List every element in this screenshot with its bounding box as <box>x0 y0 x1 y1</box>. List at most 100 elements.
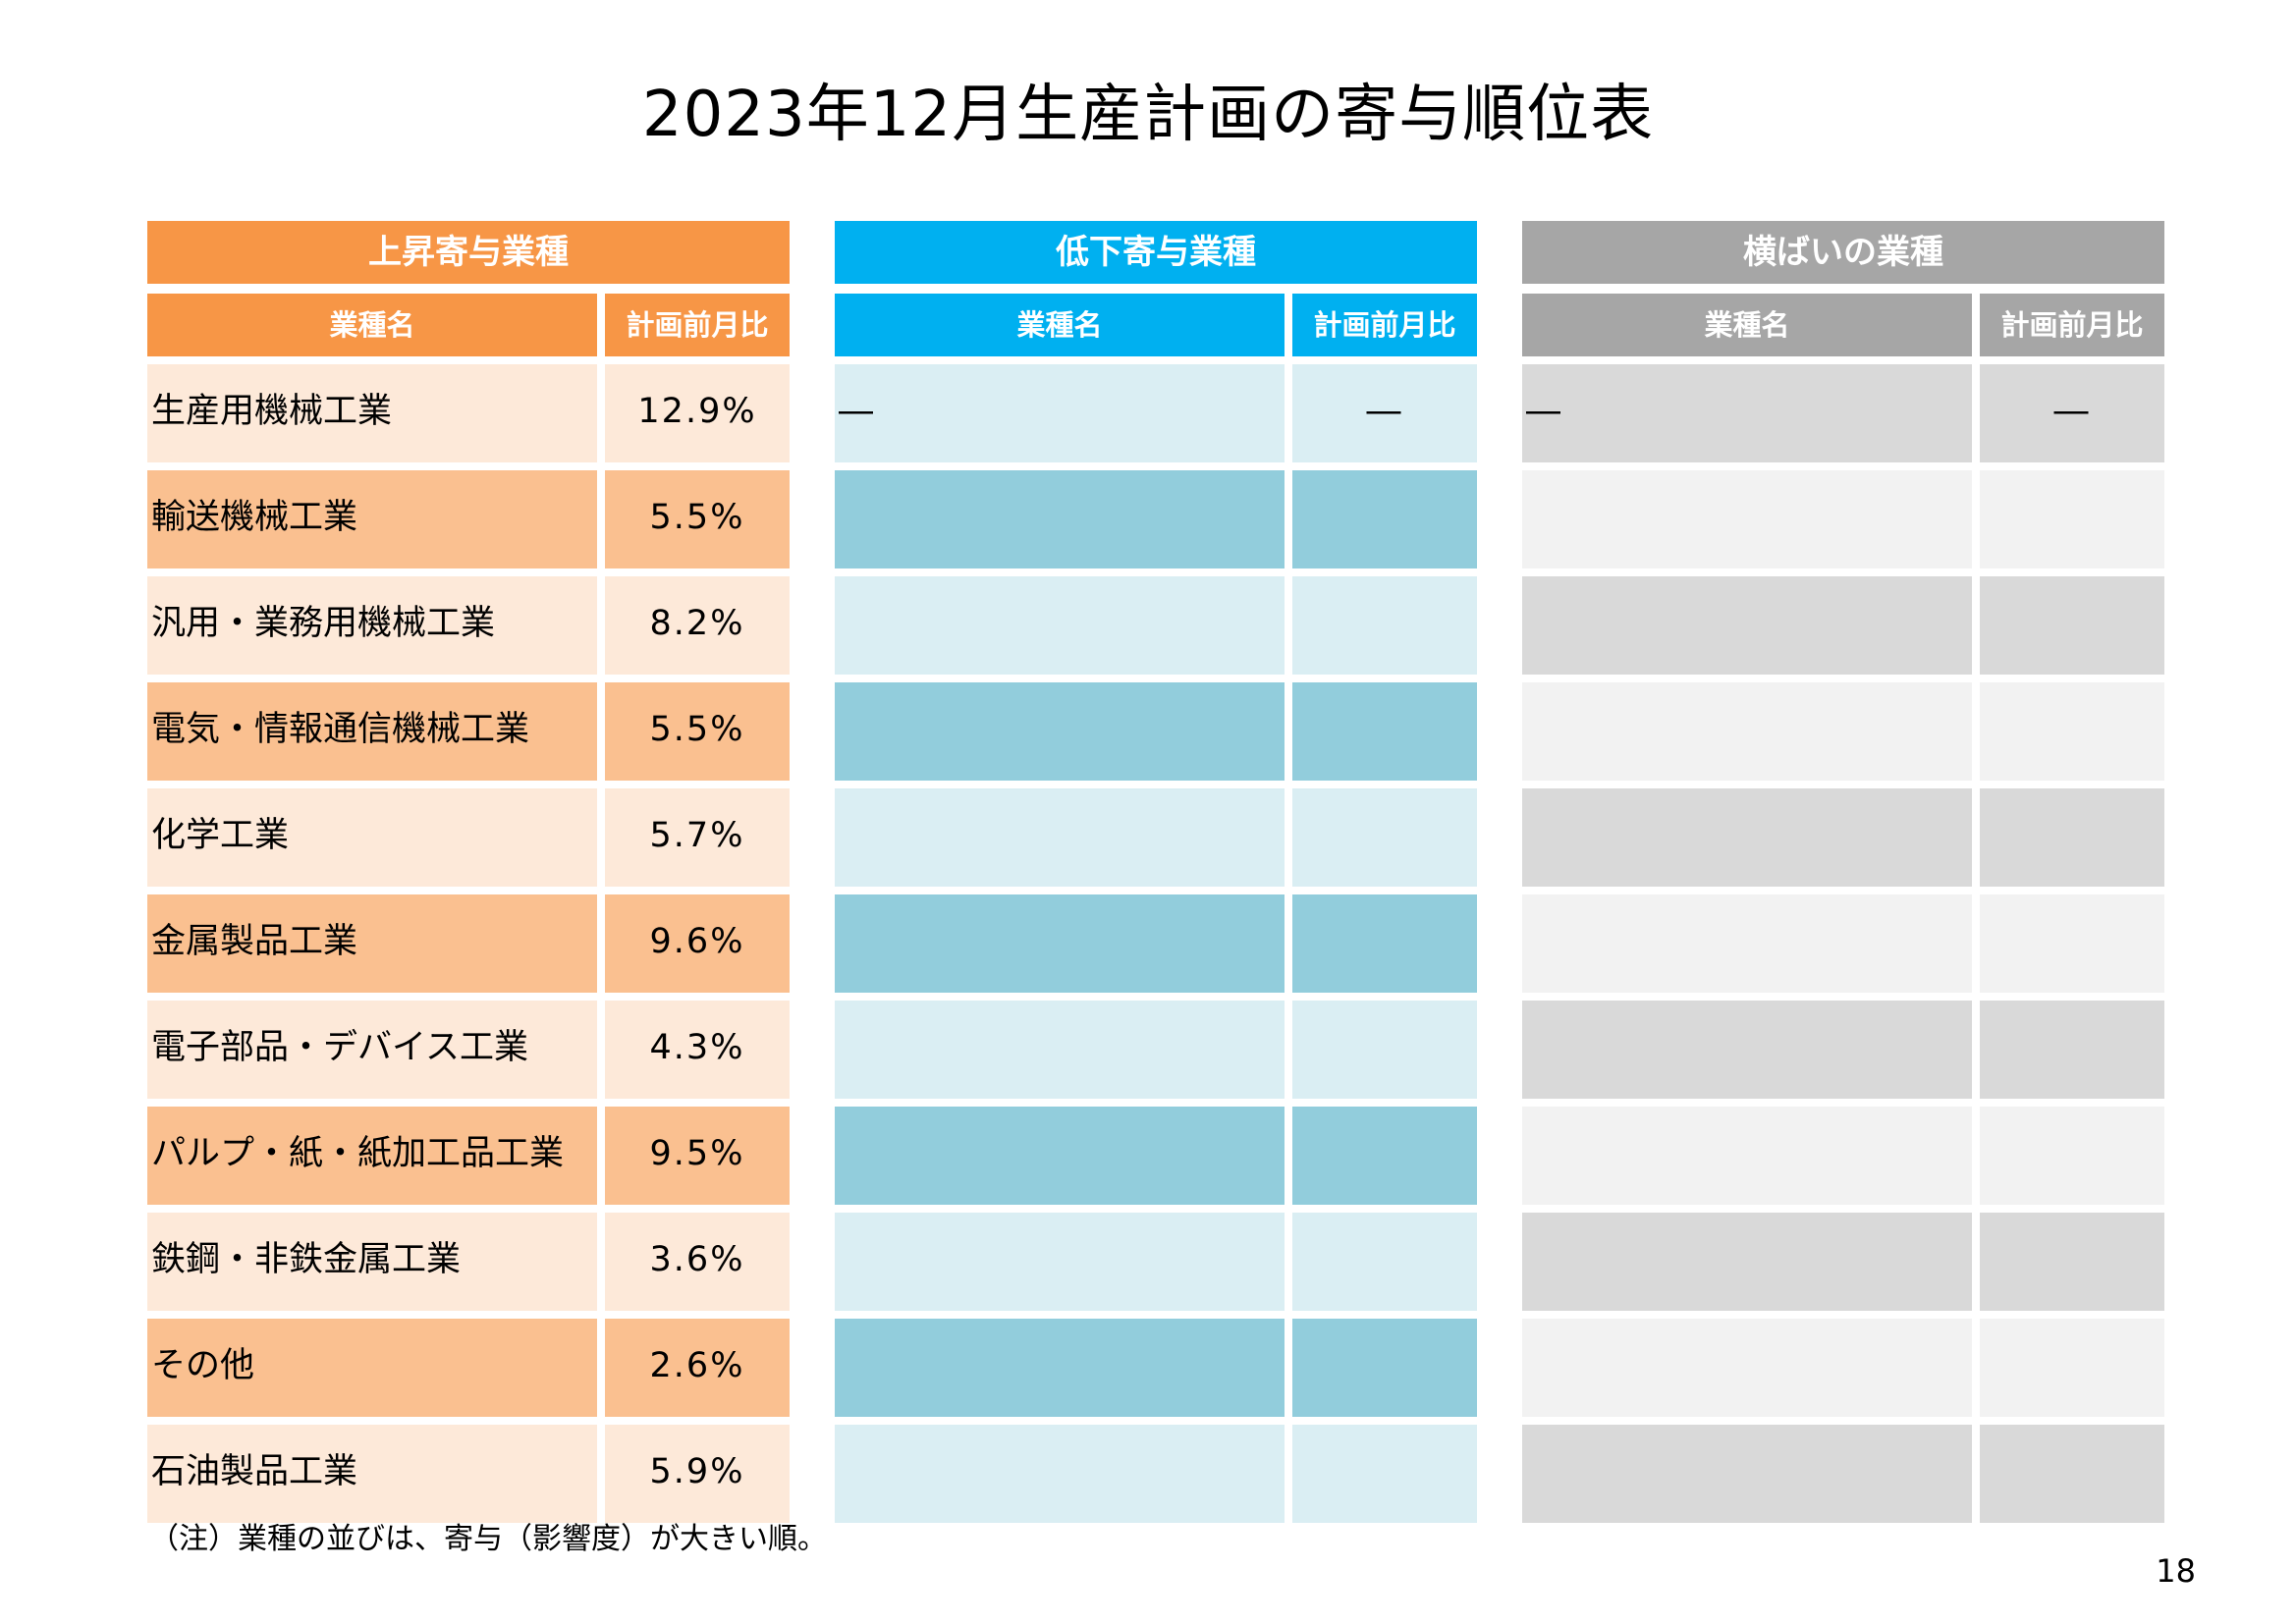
fall-month-ratio: ― <box>1292 364 1477 462</box>
rise-table-row: 電子部品・デバイス工業 4.3% <box>147 1001 790 1099</box>
flat-industry-name <box>1522 1001 1972 1099</box>
flat-table-row <box>1522 682 2164 781</box>
rise-month-ratio: 8.2% <box>605 576 790 675</box>
flat-month-ratio <box>1980 1107 2164 1205</box>
rise-industry-name: 電子部品・デバイス工業 <box>147 1001 597 1099</box>
rise-table-row: 鉄鋼・非鉄金属工業 3.6% <box>147 1213 790 1311</box>
rise-industry-name: 汎用・業務用機械工業 <box>147 576 597 675</box>
rise-month-ratio: 5.7% <box>605 788 790 887</box>
rise-industry-name: 生産用機械工業 <box>147 364 597 462</box>
flat-industry-name: ― <box>1522 364 1972 462</box>
rise-industry-name: 鉄鋼・非鉄金属工業 <box>147 1213 597 1311</box>
fall-table-row <box>835 1425 1477 1523</box>
fall-industry-name <box>835 576 1285 675</box>
fall-month-ratio <box>1292 894 1477 993</box>
flat-table-row <box>1522 1001 2164 1099</box>
flat-table-header: 横ばいの業種 <box>1522 221 2164 284</box>
fall-industry-name <box>835 1001 1285 1099</box>
fall-month-ratio <box>1292 1107 1477 1205</box>
rise-industry-name: パルプ・紙・紙加工品工業 <box>147 1107 597 1205</box>
fall-industry-name <box>835 1107 1285 1205</box>
rise-industry-name: 電気・情報通信機械工業 <box>147 682 597 781</box>
flat-month-ratio <box>1980 894 2164 993</box>
rise-table-row: 汎用・業務用機械工業 8.2% <box>147 576 790 675</box>
fall-col-value-header: 計画前月比 <box>1292 294 1477 356</box>
flat-table-row <box>1522 894 2164 993</box>
fall-industry-name <box>835 470 1285 568</box>
rise-industry-name: 輸送機械工業 <box>147 470 597 568</box>
rise-month-ratio: 9.6% <box>605 894 790 993</box>
fall-month-ratio <box>1292 788 1477 887</box>
fall-month-ratio <box>1292 470 1477 568</box>
fall-table-row: ― ― <box>835 364 1477 462</box>
fall-table-row <box>835 788 1477 887</box>
flat-month-ratio <box>1980 576 2164 675</box>
flat-industry-name <box>1522 470 1972 568</box>
fall-month-ratio <box>1292 1319 1477 1417</box>
fall-month-ratio <box>1292 576 1477 675</box>
fall-table-header: 低下寄与業種 <box>835 221 1477 284</box>
rise-industry-name: 化学工業 <box>147 788 597 887</box>
fall-industry-name <box>835 682 1285 781</box>
flat-table-row <box>1522 788 2164 887</box>
fall-industry-name <box>835 894 1285 993</box>
fall-table-row <box>835 1107 1477 1205</box>
flat-month-ratio <box>1980 1319 2164 1417</box>
flat-industry-name <box>1522 1425 1972 1523</box>
rise-industry-name: 石油製品工業 <box>147 1425 597 1523</box>
rise-table-row: 輸送機械工業 5.5% <box>147 470 790 568</box>
rise-industry-name: 金属製品工業 <box>147 894 597 993</box>
rise-table-row: パルプ・紙・紙加工品工業 9.5% <box>147 1107 790 1205</box>
fall-industry-name <box>835 1425 1285 1523</box>
flat-month-ratio <box>1980 1425 2164 1523</box>
fall-month-ratio <box>1292 1213 1477 1311</box>
fall-month-ratio <box>1292 682 1477 781</box>
flat-industry-name <box>1522 788 1972 887</box>
rise-month-ratio: 5.9% <box>605 1425 790 1523</box>
flat-industry-name <box>1522 682 1972 781</box>
fall-table-row <box>835 1213 1477 1311</box>
rise-month-ratio: 3.6% <box>605 1213 790 1311</box>
rise-table-row: 金属製品工業 9.6% <box>147 894 790 993</box>
rise-table-row: 石油製品工業 5.9% <box>147 1425 790 1523</box>
rise-table-header: 上昇寄与業種 <box>147 221 790 284</box>
rise-month-ratio: 5.5% <box>605 470 790 568</box>
fall-month-ratio <box>1292 1425 1477 1523</box>
flat-month-ratio <box>1980 1213 2164 1311</box>
flat-col-name-header: 業種名 <box>1522 294 1972 356</box>
fall-industry-name: ― <box>835 364 1285 462</box>
page-number: 18 <box>2156 1552 2196 1590</box>
flat-table-row <box>1522 1319 2164 1417</box>
rise-month-ratio: 2.6% <box>605 1319 790 1417</box>
rise-month-ratio: 4.3% <box>605 1001 790 1099</box>
fall-table-row <box>835 1319 1477 1417</box>
flat-industry-name <box>1522 1319 1972 1417</box>
flat-table-row <box>1522 1425 2164 1523</box>
footnote: （注）業種の並びは、寄与（影響度）が大きい順。 <box>149 1522 827 1556</box>
flat-table-row <box>1522 1213 2164 1311</box>
flat-month-ratio <box>1980 470 2164 568</box>
fall-table-row <box>835 470 1477 568</box>
flat-table-row <box>1522 1107 2164 1205</box>
fall-col-name-header: 業種名 <box>835 294 1285 356</box>
flat-month-ratio <box>1980 1001 2164 1099</box>
fall-table: 低下寄与業種 業種名 計画前月比 ― ― <box>835 221 1477 1605</box>
rise-month-ratio: 9.5% <box>605 1107 790 1205</box>
rise-industry-name: その他 <box>147 1319 597 1417</box>
rise-col-name-header: 業種名 <box>147 294 597 356</box>
fall-industry-name <box>835 1319 1285 1417</box>
rise-table-row: 生産用機械工業 12.9% <box>147 364 790 462</box>
fall-month-ratio <box>1292 1001 1477 1099</box>
flat-industry-name <box>1522 576 1972 675</box>
rise-table-row: その他 2.6% <box>147 1319 790 1417</box>
flat-industry-name <box>1522 894 1972 993</box>
fall-table-row <box>835 1001 1477 1099</box>
flat-table-row <box>1522 470 2164 568</box>
rise-month-ratio: 12.9% <box>605 364 790 462</box>
rise-table-row: 電気・情報通信機械工業 5.5% <box>147 682 790 781</box>
flat-table: 横ばいの業種 業種名 計画前月比 ― ― <box>1522 221 2164 1605</box>
flat-industry-name <box>1522 1107 1972 1205</box>
fall-table-row <box>835 894 1477 993</box>
fall-industry-name <box>835 1213 1285 1311</box>
page-title: 2023年12月生産計画の寄与順位表 <box>641 79 1655 151</box>
